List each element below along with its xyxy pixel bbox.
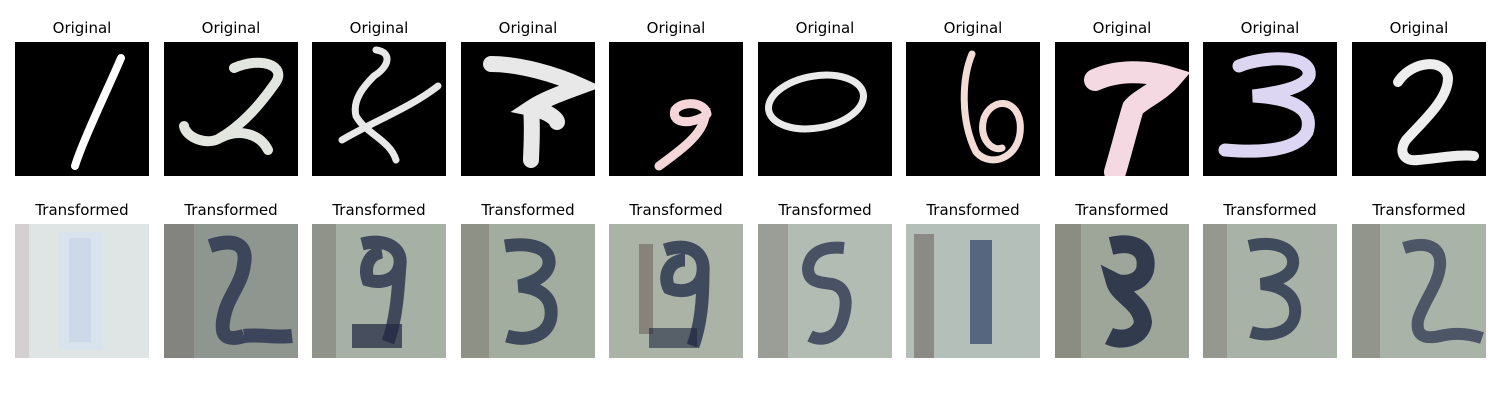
original-row: Original Original Original Original Orig…	[0, 16, 1500, 176]
transformed-digit-image	[758, 224, 892, 358]
transformed-digit-image	[609, 224, 743, 358]
original-digit-image	[1055, 42, 1189, 176]
panel-title: Transformed	[1372, 201, 1466, 219]
transformed-row: Transformed Transformed Transformed Tran…	[0, 198, 1500, 358]
panel-title: Original	[1092, 19, 1152, 37]
panel-title: Original	[349, 19, 409, 37]
original-digit-image	[906, 42, 1040, 176]
panel-title: Original	[1240, 19, 1300, 37]
original-digit-image	[15, 42, 149, 176]
original-digit-image	[758, 42, 892, 176]
panel-title: Original	[795, 19, 855, 37]
transformed-digit-image	[906, 224, 1040, 358]
original-digit-image	[609, 42, 743, 176]
panel-title: Transformed	[332, 201, 426, 219]
panel-title: Transformed	[778, 201, 872, 219]
panel-title: Transformed	[184, 201, 278, 219]
panel-title: Transformed	[926, 201, 1020, 219]
panel-title: Original	[943, 19, 1003, 37]
transformed-digit-image	[1055, 224, 1189, 358]
transformed-digit-image	[1352, 224, 1486, 358]
transformed-digit-image	[461, 224, 595, 358]
original-digit-image	[1352, 42, 1486, 176]
panel-title: Transformed	[1223, 201, 1317, 219]
transformed-digit-image	[1203, 224, 1337, 358]
panel-title: Transformed	[629, 201, 723, 219]
transformed-digit-image	[15, 224, 149, 358]
panel-title: Transformed	[481, 201, 575, 219]
original-digit-image	[164, 42, 298, 176]
transformed-digit-image	[164, 224, 298, 358]
panel-title: Transformed	[1075, 201, 1169, 219]
original-digit-image	[1203, 42, 1337, 176]
panel-title: Original	[52, 19, 112, 37]
panel-title: Original	[1389, 19, 1449, 37]
transformed-digit-image	[312, 224, 446, 358]
panel-title: Transformed	[35, 201, 129, 219]
original-digit-image	[461, 42, 595, 176]
original-digit-image	[312, 42, 446, 176]
panel-title: Original	[646, 19, 706, 37]
panel-title: Original	[201, 19, 261, 37]
panel-title: Original	[498, 19, 558, 37]
